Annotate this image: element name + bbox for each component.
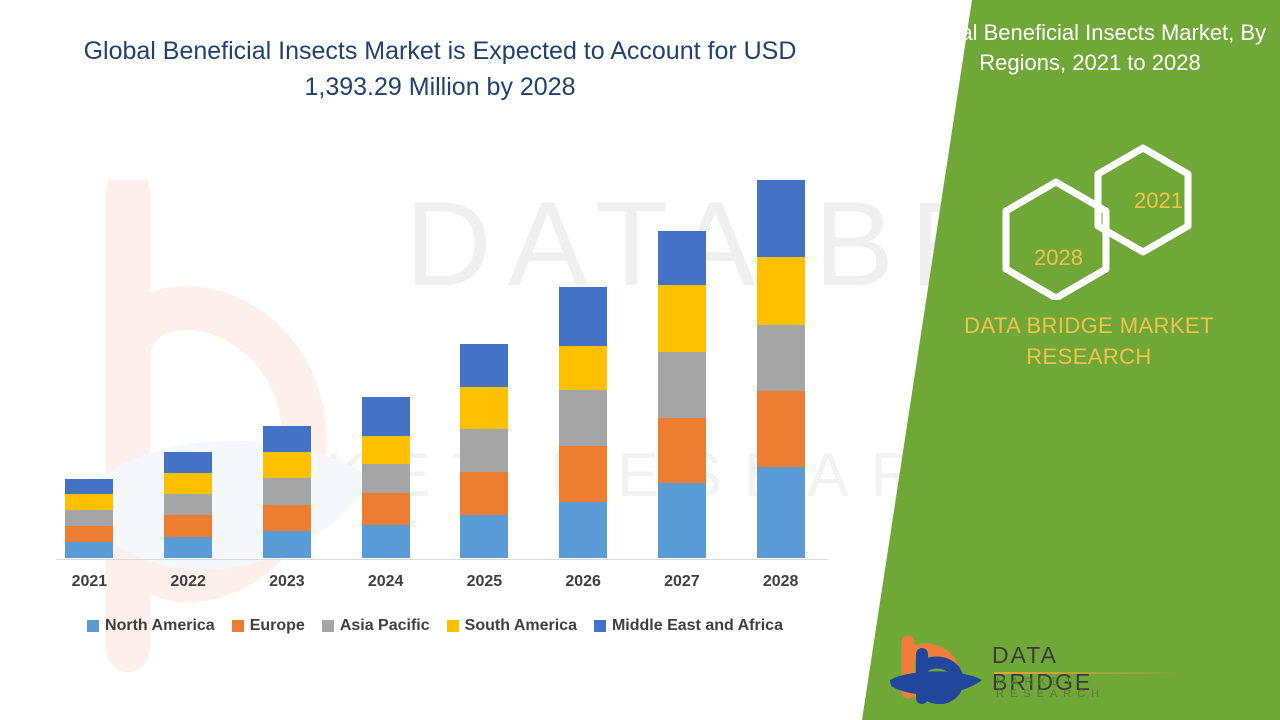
bar-segment <box>756 324 805 391</box>
bar-segment <box>164 515 213 537</box>
x-axis-tick-label: 2023 <box>269 573 305 590</box>
hexagon-label-back: 2021 <box>1134 188 1183 213</box>
bar-segment <box>460 429 509 473</box>
legend-item[interactable]: North America <box>87 617 215 635</box>
bar-segment <box>361 464 410 493</box>
bar-segment <box>756 257 805 325</box>
legend-swatch-icon <box>593 620 606 632</box>
bar-segment <box>65 494 114 511</box>
legend-swatch-icon <box>231 620 244 632</box>
bar-group <box>40 152 830 558</box>
bar-segment <box>559 345 608 390</box>
bar-segment <box>262 451 311 479</box>
bar-segment <box>65 526 114 543</box>
bar-segment <box>262 478 311 505</box>
x-axis-tick-label: 2025 <box>466 573 503 590</box>
bar-segment <box>65 478 114 495</box>
bar-segment <box>361 396 410 436</box>
company-logo: DATA BRIDGE MARKET RESEARCH <box>888 635 1176 706</box>
bar-segment <box>164 536 213 558</box>
logo-divider <box>994 672 1176 674</box>
legend-swatch-icon <box>87 620 100 632</box>
hexagon-front-shape <box>1002 178 1110 302</box>
bar-segment <box>361 492 410 526</box>
chart-legend: North America Europe Asia Pacific South Ame… <box>40 617 830 635</box>
bar-segment <box>164 472 213 494</box>
x-axis-tick-label: 2028 <box>762 573 799 590</box>
bar-segment <box>460 472 509 516</box>
x-axis-tick-label: 2021 <box>71 573 108 590</box>
hexagon-group: 2021 2028 <box>988 140 1218 302</box>
bar-segment <box>361 525 410 558</box>
page-title: Global Beneficial Insects Market is Expe… <box>83 37 797 101</box>
bar-column <box>164 451 213 558</box>
x-axis-tick-label: 2026 <box>565 573 601 590</box>
x-axis-tick-label: 2022 <box>170 573 206 590</box>
bar-segment <box>164 493 213 516</box>
logo-mark-icon <box>890 635 982 705</box>
bar-segment <box>756 467 805 558</box>
legend-swatch-icon <box>446 620 459 632</box>
bar-segment <box>559 445 608 502</box>
legend-item[interactable]: Middle East and Africa <box>593 617 783 635</box>
bar-segment <box>460 386 509 430</box>
x-axis-tick-label: 2027 <box>664 573 700 590</box>
legend-label: North America <box>105 617 215 634</box>
bar-column <box>756 180 805 558</box>
legend-item[interactable]: Europe <box>231 617 305 635</box>
chart-plot-area <box>40 150 830 560</box>
bar-segment <box>657 284 706 353</box>
x-axis-line <box>56 559 828 560</box>
bar-segment <box>657 417 706 484</box>
bar-segment <box>559 389 608 446</box>
legend-item[interactable]: Asia Pacific <box>321 617 430 635</box>
bar-column <box>657 230 706 558</box>
legend-label: Europe <box>249 617 305 634</box>
x-axis-labels: 2021 2022 2023 2024 2025 2026 2027 2028 <box>40 573 830 591</box>
bar-column <box>460 343 509 558</box>
bar-segment <box>65 510 114 527</box>
bar-segment <box>164 451 213 473</box>
bar-column <box>262 425 311 558</box>
bar-column <box>361 396 410 558</box>
logo-tagline: MARKET RESEARCH <box>996 676 1106 700</box>
green-panel-title: Global Beneficial Insects Market, By Reg… <box>913 20 1267 75</box>
legend-label: Asia Pacific <box>339 617 430 634</box>
bar-segment <box>262 504 311 532</box>
bar-segment <box>262 425 311 452</box>
hexagon-label-front: 2028 <box>1034 245 1083 270</box>
legend-swatch-icon <box>321 620 334 632</box>
legend-item[interactable]: South America <box>446 617 577 635</box>
bar-segment <box>361 435 410 465</box>
hexagon-back-shape <box>1094 144 1192 256</box>
x-axis-tick-label: 2024 <box>367 573 404 590</box>
brand-name: DATA BRIDGE MARKET RESEARCH <box>964 313 1214 370</box>
legend-label: Middle East and Africa <box>611 617 783 634</box>
bar-segment <box>460 343 509 387</box>
bar-column <box>559 286 608 558</box>
bar-segment <box>559 501 608 558</box>
bar-segment <box>756 390 805 468</box>
bar-segment <box>460 515 509 558</box>
bar-segment <box>657 230 706 285</box>
bar-segment <box>262 531 311 558</box>
bar-segment <box>65 542 114 558</box>
bar-segment <box>657 352 706 418</box>
bar-segment <box>559 286 608 346</box>
legend-label: South America <box>464 617 577 634</box>
bar-column <box>65 478 114 558</box>
bar-segment <box>657 483 706 558</box>
bar-segment <box>756 180 805 258</box>
